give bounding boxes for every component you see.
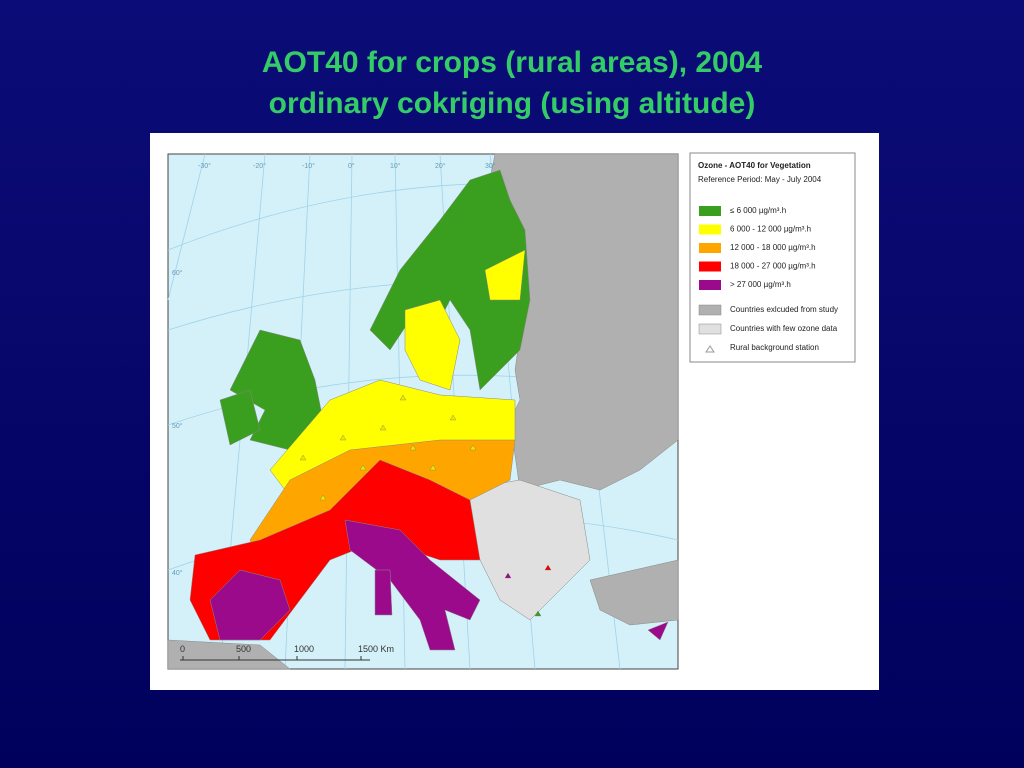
station-symbol (705, 345, 715, 353)
legend-label: 18 000 - 27 000 µg/m³.h (730, 262, 816, 271)
stations (299, 394, 552, 617)
title-line-2: ordinary cokriging (using altitude) (269, 87, 756, 120)
graticule-label: -20° (253, 162, 266, 170)
legend-swatch (699, 280, 721, 290)
legend-swatch (699, 224, 721, 235)
graticule-label: 40° (172, 569, 183, 577)
graticule-label: -10° (302, 162, 315, 170)
legend-swatch (699, 206, 721, 216)
title-line-1: AOT40 for crops (rural areas), 2004 (262, 46, 763, 79)
graticule-label: 20° (435, 162, 446, 170)
legend-label: 6 000 - 12 000 µg/m³.h (730, 225, 811, 234)
legend-swatch (698, 323, 722, 335)
legend-label: 12 000 - 18 000 µg/m³.h (730, 243, 816, 252)
graticule-label: -30° (198, 162, 211, 170)
legend: Ozone - AOT40 for Vegetation Reference P… (689, 152, 856, 363)
graticule-label: 10° (390, 162, 401, 170)
scale-label: 0 (180, 644, 185, 654)
legend-swatch (699, 261, 721, 272)
graticule-label: 50° (172, 422, 183, 430)
scale-label: 1500 Km (358, 644, 394, 654)
map: -30° -20° -10° 0° 10° 20° 30° 60° 50° 40° 0 500 100… (167, 153, 679, 670)
legend-label: ≤ 6 000 µg/m³.h (730, 206, 786, 215)
graticule-label: 0° (348, 162, 355, 170)
legend-subtitle: Reference Period: May - July 2004 (698, 175, 822, 184)
graticule-label: 30° (485, 162, 496, 170)
legend-station: Rural background station (730, 343, 819, 352)
graticule-label: 60° (172, 269, 183, 277)
legend-title: Ozone - AOT40 for Vegetation (698, 161, 811, 170)
scale-label: 1000 (294, 644, 314, 654)
scale-label: 500 (236, 644, 251, 654)
legend-label: > 27 000 µg/m³.h (730, 280, 791, 289)
legend-swatch (699, 243, 721, 253)
legend-swatch (698, 304, 722, 316)
legend-label: Countries exlcuded from study (730, 305, 838, 314)
legend-label: Countries with few ozone data (730, 324, 838, 333)
